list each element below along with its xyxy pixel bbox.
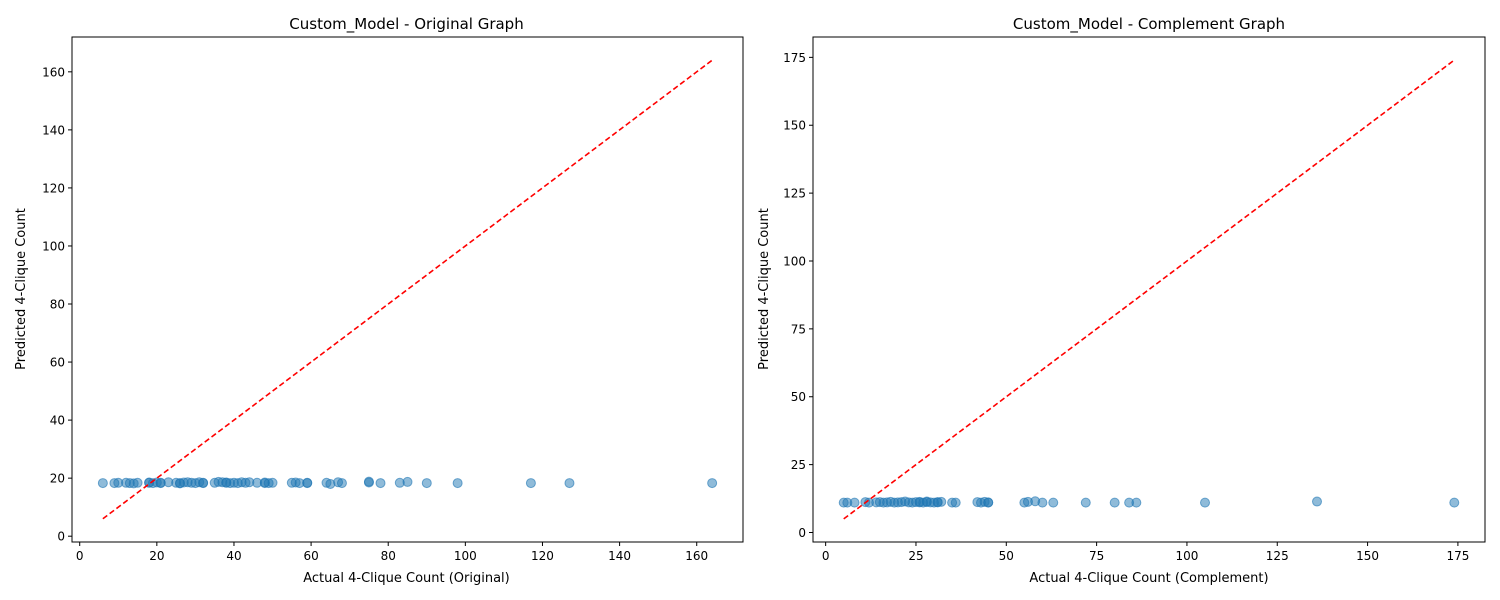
data-point bbox=[452, 478, 463, 489]
data-point bbox=[267, 477, 278, 488]
y-tick-label: 125 bbox=[783, 187, 806, 201]
data-point bbox=[363, 476, 374, 487]
y-tick-label: 60 bbox=[50, 356, 65, 370]
y-tick-label: 20 bbox=[50, 472, 65, 486]
data-point bbox=[1080, 497, 1091, 508]
axes-frame bbox=[812, 36, 1486, 543]
chart-original-graph: Custom_Model - Original Graph Actual 4-C… bbox=[14, 15, 744, 586]
data-point bbox=[849, 497, 860, 508]
chart-title: Custom_Model - Original Graph bbox=[289, 15, 523, 34]
x-tick-label: 160 bbox=[685, 549, 708, 563]
x-axis-label: Actual 4-Clique Count (Complement) bbox=[1029, 571, 1268, 586]
data-point bbox=[1048, 497, 1059, 508]
data-point bbox=[198, 478, 209, 489]
x-tick-label: 50 bbox=[999, 549, 1014, 563]
y-axis-label: Predicted 4-Clique Count bbox=[14, 208, 29, 370]
y-tick-label: 175 bbox=[783, 51, 806, 65]
x-tick-label: 100 bbox=[454, 549, 477, 563]
data-point bbox=[1312, 496, 1322, 507]
x-tick-label: 100 bbox=[1175, 549, 1198, 563]
y-tick-label: 100 bbox=[783, 254, 806, 268]
data-point bbox=[1131, 497, 1142, 508]
x-tick-label: 25 bbox=[908, 549, 923, 563]
data-point bbox=[525, 478, 536, 489]
y-tick-label: 80 bbox=[50, 298, 65, 312]
x-tick-label: 0 bbox=[822, 549, 830, 563]
y-tick-label: 25 bbox=[791, 458, 806, 472]
plot-area: 0 20 40 60 80 100 120 140 160 0 20 40 60 80 100 120 140 1… bbox=[42, 59, 718, 563]
x-tick-label: 40 bbox=[226, 549, 241, 563]
x-tick-label: 60 bbox=[303, 549, 318, 563]
y-tick-label: 40 bbox=[50, 414, 65, 428]
data-point bbox=[1449, 497, 1460, 508]
y-tick-label: 0 bbox=[798, 526, 806, 540]
y-tick-label: 120 bbox=[42, 181, 65, 195]
y-tick-label: 150 bbox=[783, 119, 806, 133]
y-axis-label: Predicted 4-Clique Count bbox=[757, 208, 772, 370]
data-point bbox=[1109, 497, 1120, 508]
y-tick-label: 100 bbox=[42, 239, 65, 253]
x-tick-label: 125 bbox=[1266, 549, 1289, 563]
chart-complement-graph: Custom_Model - Complement Graph Actual 4… bbox=[757, 15, 1486, 586]
x-tick-label: 150 bbox=[1356, 549, 1379, 563]
data-point bbox=[936, 496, 947, 507]
x-tick-label: 20 bbox=[149, 549, 164, 563]
data-point bbox=[336, 478, 347, 489]
data-point bbox=[421, 478, 432, 489]
data-point bbox=[97, 478, 108, 489]
y-tick-label: 160 bbox=[42, 65, 65, 79]
y-tick-label: 140 bbox=[42, 123, 65, 137]
data-point bbox=[707, 478, 718, 489]
x-tick-label: 140 bbox=[608, 549, 631, 563]
x-tick-label: 175 bbox=[1446, 549, 1469, 563]
axes-frame bbox=[71, 36, 744, 543]
y-tick-label: 0 bbox=[57, 530, 65, 544]
y-tick-label: 75 bbox=[791, 322, 806, 336]
data-point bbox=[132, 477, 143, 488]
data-point bbox=[402, 476, 413, 487]
data-point bbox=[950, 497, 961, 508]
data-point bbox=[375, 478, 386, 489]
data-point bbox=[302, 478, 313, 489]
data-point bbox=[1200, 497, 1210, 508]
data-point bbox=[564, 478, 575, 489]
data-point bbox=[1037, 497, 1048, 508]
x-tick-label: 75 bbox=[1089, 549, 1104, 563]
data-point bbox=[983, 497, 994, 508]
x-tick-label: 120 bbox=[531, 549, 554, 563]
x-tick-label: 0 bbox=[76, 549, 84, 563]
chart-title: Custom_Model - Complement Graph bbox=[1013, 15, 1285, 34]
plot-area: 0 25 50 75 100 125 150 175 0 25 50 75 100 125 150 175 bbox=[783, 51, 1469, 563]
x-tick-label: 80 bbox=[381, 549, 396, 563]
x-axis-label: Actual 4-Clique Count (Original) bbox=[303, 571, 510, 586]
y-tick-label: 50 bbox=[791, 390, 806, 404]
